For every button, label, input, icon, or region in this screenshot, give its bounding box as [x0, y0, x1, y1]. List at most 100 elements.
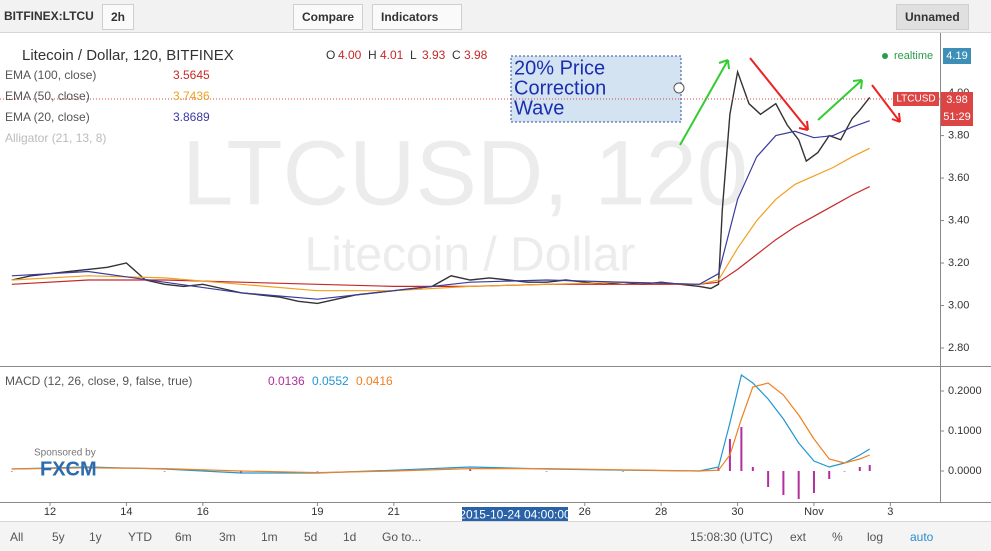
y-tick-label: 0.1000 — [948, 425, 982, 437]
toolbar: BITFINEX:LTCU 2h Compare Indicators Unna… — [0, 0, 991, 33]
histogram-bar — [812, 471, 815, 493]
x-tick-label: 19 — [311, 506, 323, 518]
x-tick-label: 3 — [887, 506, 893, 518]
symbol-tag — [893, 92, 939, 106]
histogram-bar — [797, 471, 800, 499]
histogram-bar — [868, 465, 871, 471]
histogram-bar — [828, 471, 831, 479]
histogram-bar — [858, 467, 861, 471]
histogram-bar — [782, 471, 785, 495]
indicator-name: EMA (100, close) — [5, 68, 96, 82]
histogram-bar — [240, 471, 243, 473]
x-tick-label: 30 — [731, 506, 743, 518]
ohlc-value: 4.00 — [338, 48, 362, 62]
bottom-button[interactable]: 1y — [89, 530, 102, 544]
ohlc-label: O — [326, 48, 335, 62]
annotation: 20% Price — [514, 57, 605, 79]
series-line — [11, 374, 871, 474]
bottom-button[interactable]: % — [832, 530, 843, 544]
x-tick-label: 21 — [388, 506, 400, 518]
indicator-name: Alligator (21, 13, 8) — [5, 131, 106, 145]
ohlc-label: L — [410, 48, 417, 62]
sponsor: Sponsored by — [34, 448, 96, 459]
indicator-value: 3.7436 — [173, 89, 210, 103]
annotation: Wave — [514, 97, 564, 119]
realtime: realtime — [894, 50, 933, 62]
macd-value: 0.0416 — [356, 374, 393, 388]
y-tick-label: 0.2000 — [948, 385, 982, 397]
indicator-value: 3.5645 — [173, 68, 210, 82]
histogram-bar — [621, 471, 624, 472]
indicator-name: EMA (20, close) — [5, 110, 90, 124]
macd-value: 0.0552 — [312, 374, 349, 388]
histogram-bar — [843, 471, 846, 472]
bottom-button[interactable]: All — [10, 530, 24, 544]
ohlc-label: H — [368, 48, 377, 62]
bottom-button[interactable]: ext — [790, 530, 807, 544]
ohlc-value: 3.93 — [422, 48, 446, 62]
indicator-name: EMA (50, close) — [5, 89, 90, 103]
histogram-bar — [740, 427, 743, 471]
series-line — [11, 120, 870, 300]
last-price: 3.98 — [946, 94, 967, 106]
y-tick-label: 3.40 — [948, 214, 969, 226]
series-title: Litecoin / Dollar, 120, BITFINEX — [22, 47, 234, 64]
countdown: 51:29 — [943, 111, 971, 123]
bottom-button[interactable]: 1d — [343, 530, 357, 544]
bottom-button[interactable]: 15:08:30 (UTC) — [690, 530, 773, 544]
bottom-button[interactable]: 1m — [261, 530, 278, 544]
histogram-bar — [10, 471, 13, 472]
annotation: Correction — [514, 77, 606, 99]
histogram-bar — [545, 471, 548, 472]
sponsor-logo: FXCM — [40, 458, 97, 480]
y-tick-label: 3.20 — [948, 257, 969, 269]
interval[interactable]: 2h — [102, 4, 135, 30]
histogram-bar — [87, 470, 90, 471]
y-tick-label: 2.80 — [948, 342, 969, 354]
histogram-bar — [163, 471, 166, 472]
histogram-bar — [751, 467, 754, 471]
compare-button[interactable]: Compare — [293, 4, 364, 30]
histogram-bar — [316, 471, 319, 472]
watermark: LTCUSD, 120 — [182, 122, 748, 224]
bottom-button[interactable]: 6m — [175, 530, 192, 544]
bottom-button[interactable]: log — [867, 530, 884, 544]
macd-value: 0.0136 — [268, 374, 305, 388]
crosshair-date: 2015-10-24 04:00:00 — [459, 508, 571, 522]
x-tick-label: 28 — [655, 506, 667, 518]
ohlc-value: 4.01 — [380, 48, 404, 62]
annotation-handle[interactable] — [673, 82, 685, 94]
y-tick-label: 0.0000 — [948, 465, 982, 477]
indicators-button[interactable]: Indicators — [372, 4, 462, 30]
x-tick-label: 26 — [579, 506, 591, 518]
watermark-name: Litecoin / Dollar — [305, 229, 636, 282]
x-tick-label: 12 — [44, 506, 56, 518]
bottom-button[interactable]: auto — [910, 530, 934, 544]
symbol[interactable]: BITFINEX:LTCU — [4, 9, 94, 23]
realtime-dot — [882, 53, 888, 59]
price-high: 4.19 — [946, 50, 967, 62]
annotation-box[interactable] — [510, 55, 682, 123]
macd-title: MACD (12, 26, close, 9, false, true) — [5, 374, 192, 388]
layout-name[interactable]: Unnamed — [896, 4, 969, 30]
chart-bg — [0, 33, 991, 521]
bottom-button[interactable]: 5d — [304, 530, 318, 544]
bottom-button[interactable]: 5y — [52, 530, 65, 544]
last-price-tag — [941, 92, 973, 126]
y-tick-label: 3.80 — [948, 129, 969, 141]
x-tick-label: 16 — [197, 506, 209, 518]
indicator-value: 3.8689 — [173, 110, 210, 124]
histogram-bar — [767, 471, 770, 487]
ohlc-label: C — [452, 48, 461, 62]
histogram-bar — [469, 469, 472, 471]
arrows — [679, 57, 901, 146]
bottom-button[interactable]: Go to... — [382, 530, 422, 544]
y-tick-label: 3.60 — [948, 172, 969, 184]
series-line — [11, 382, 870, 474]
crosshair-date-bg — [462, 507, 568, 524]
bottom-button[interactable]: 3m — [219, 530, 236, 544]
bottom-button[interactable]: YTD — [128, 530, 152, 544]
bottom-bar: All 5y 1y YTD 6m 3m 1m 5d 1d Go to... 15:08:30 (UT… — [0, 521, 991, 551]
